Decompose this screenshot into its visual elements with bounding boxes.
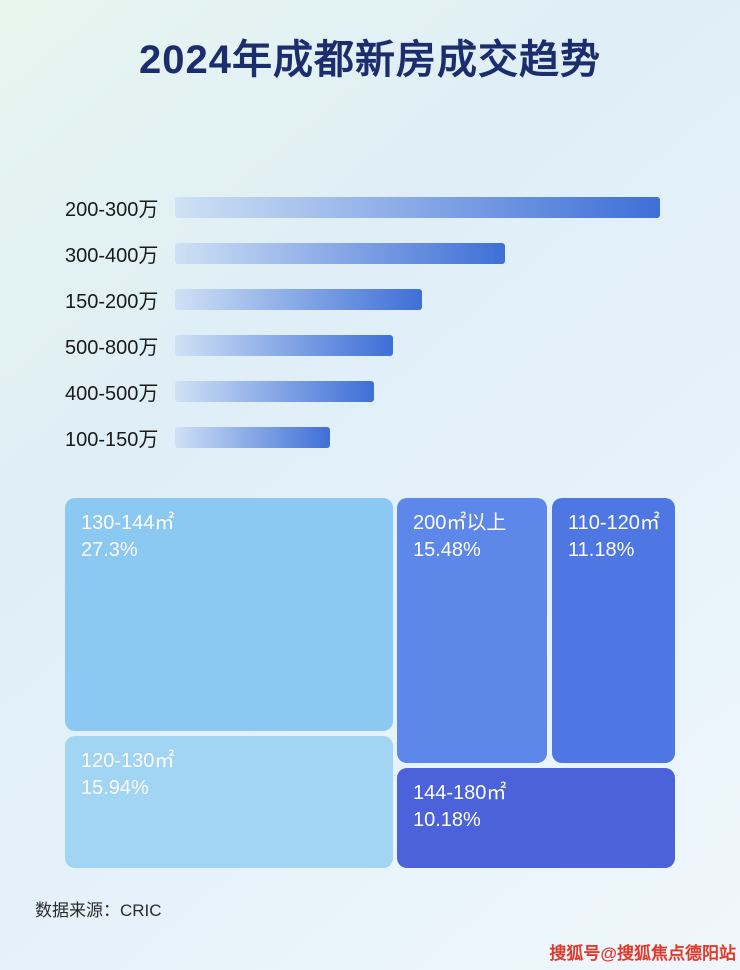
bar-track [175, 334, 660, 356]
bar-row: 150-200万 [65, 276, 660, 322]
bar-row: 200-300万 [65, 184, 660, 230]
treemap-block-200-plus: 200㎡以上 15.48% [397, 498, 547, 763]
treemap-label: 110-120㎡ [568, 512, 660, 534]
bar-track [175, 242, 660, 264]
treemap-value: 27.3% [81, 539, 138, 561]
page-title: 2024年成都新房成交趋势 [139, 38, 601, 82]
bar-category-label: 100-150万 [65, 428, 159, 451]
bar-fill [175, 426, 331, 448]
bar-track [175, 196, 660, 218]
bar-row: 400-500万 [65, 368, 660, 414]
bar-chart: 200-300万 300-400万 150-200万 500-800万 400-500万… [0, 184, 740, 460]
watermark: 搜狐号@搜狐焦点德阳站 [549, 944, 736, 963]
bar-category-label: 500-800万 [65, 336, 159, 359]
treemap-label: 130-144㎡ [81, 512, 175, 534]
bar-track [175, 288, 660, 310]
data-source: 数据来源：CRIC [35, 901, 162, 920]
treemap-block-110-120: 110-120㎡ 11.18% [552, 498, 675, 763]
bar-row: 500-800万 [65, 322, 660, 368]
treemap-value: 11.18% [568, 539, 635, 561]
bar-track [175, 380, 660, 402]
bar-fill [175, 380, 374, 402]
bar-fill [175, 196, 660, 218]
treemap-label: 200㎡以上 [413, 512, 507, 534]
bar-fill [175, 288, 423, 310]
treemap-block-130-144: 130-144㎡ 27.3% [65, 498, 393, 731]
bar-row: 300-400万 [65, 230, 660, 276]
treemap-value: 15.48% [413, 539, 481, 561]
bar-category-label: 400-500万 [65, 382, 159, 405]
treemap-value: 10.18% [413, 809, 481, 831]
bar-category-label: 300-400万 [65, 244, 159, 267]
bar-category-label: 200-300万 [65, 198, 159, 221]
bar-track [175, 426, 660, 448]
treemap-block-120-130: 120-130㎡ 15.94% [65, 736, 393, 868]
treemap-block-144-180: 144-180㎡ 10.18% [397, 768, 675, 868]
treemap-value: 15.94% [81, 777, 149, 799]
treemap: 130-144㎡ 27.3% 120-130㎡ 15.94% 200㎡以上 15… [0, 498, 740, 868]
treemap-label: 144-180㎡ [413, 782, 507, 804]
bar-fill [175, 242, 505, 264]
bar-fill [175, 334, 394, 356]
bar-category-label: 150-200万 [65, 290, 159, 313]
bar-row: 100-150万 [65, 414, 660, 460]
treemap-label: 120-130㎡ [81, 750, 175, 772]
